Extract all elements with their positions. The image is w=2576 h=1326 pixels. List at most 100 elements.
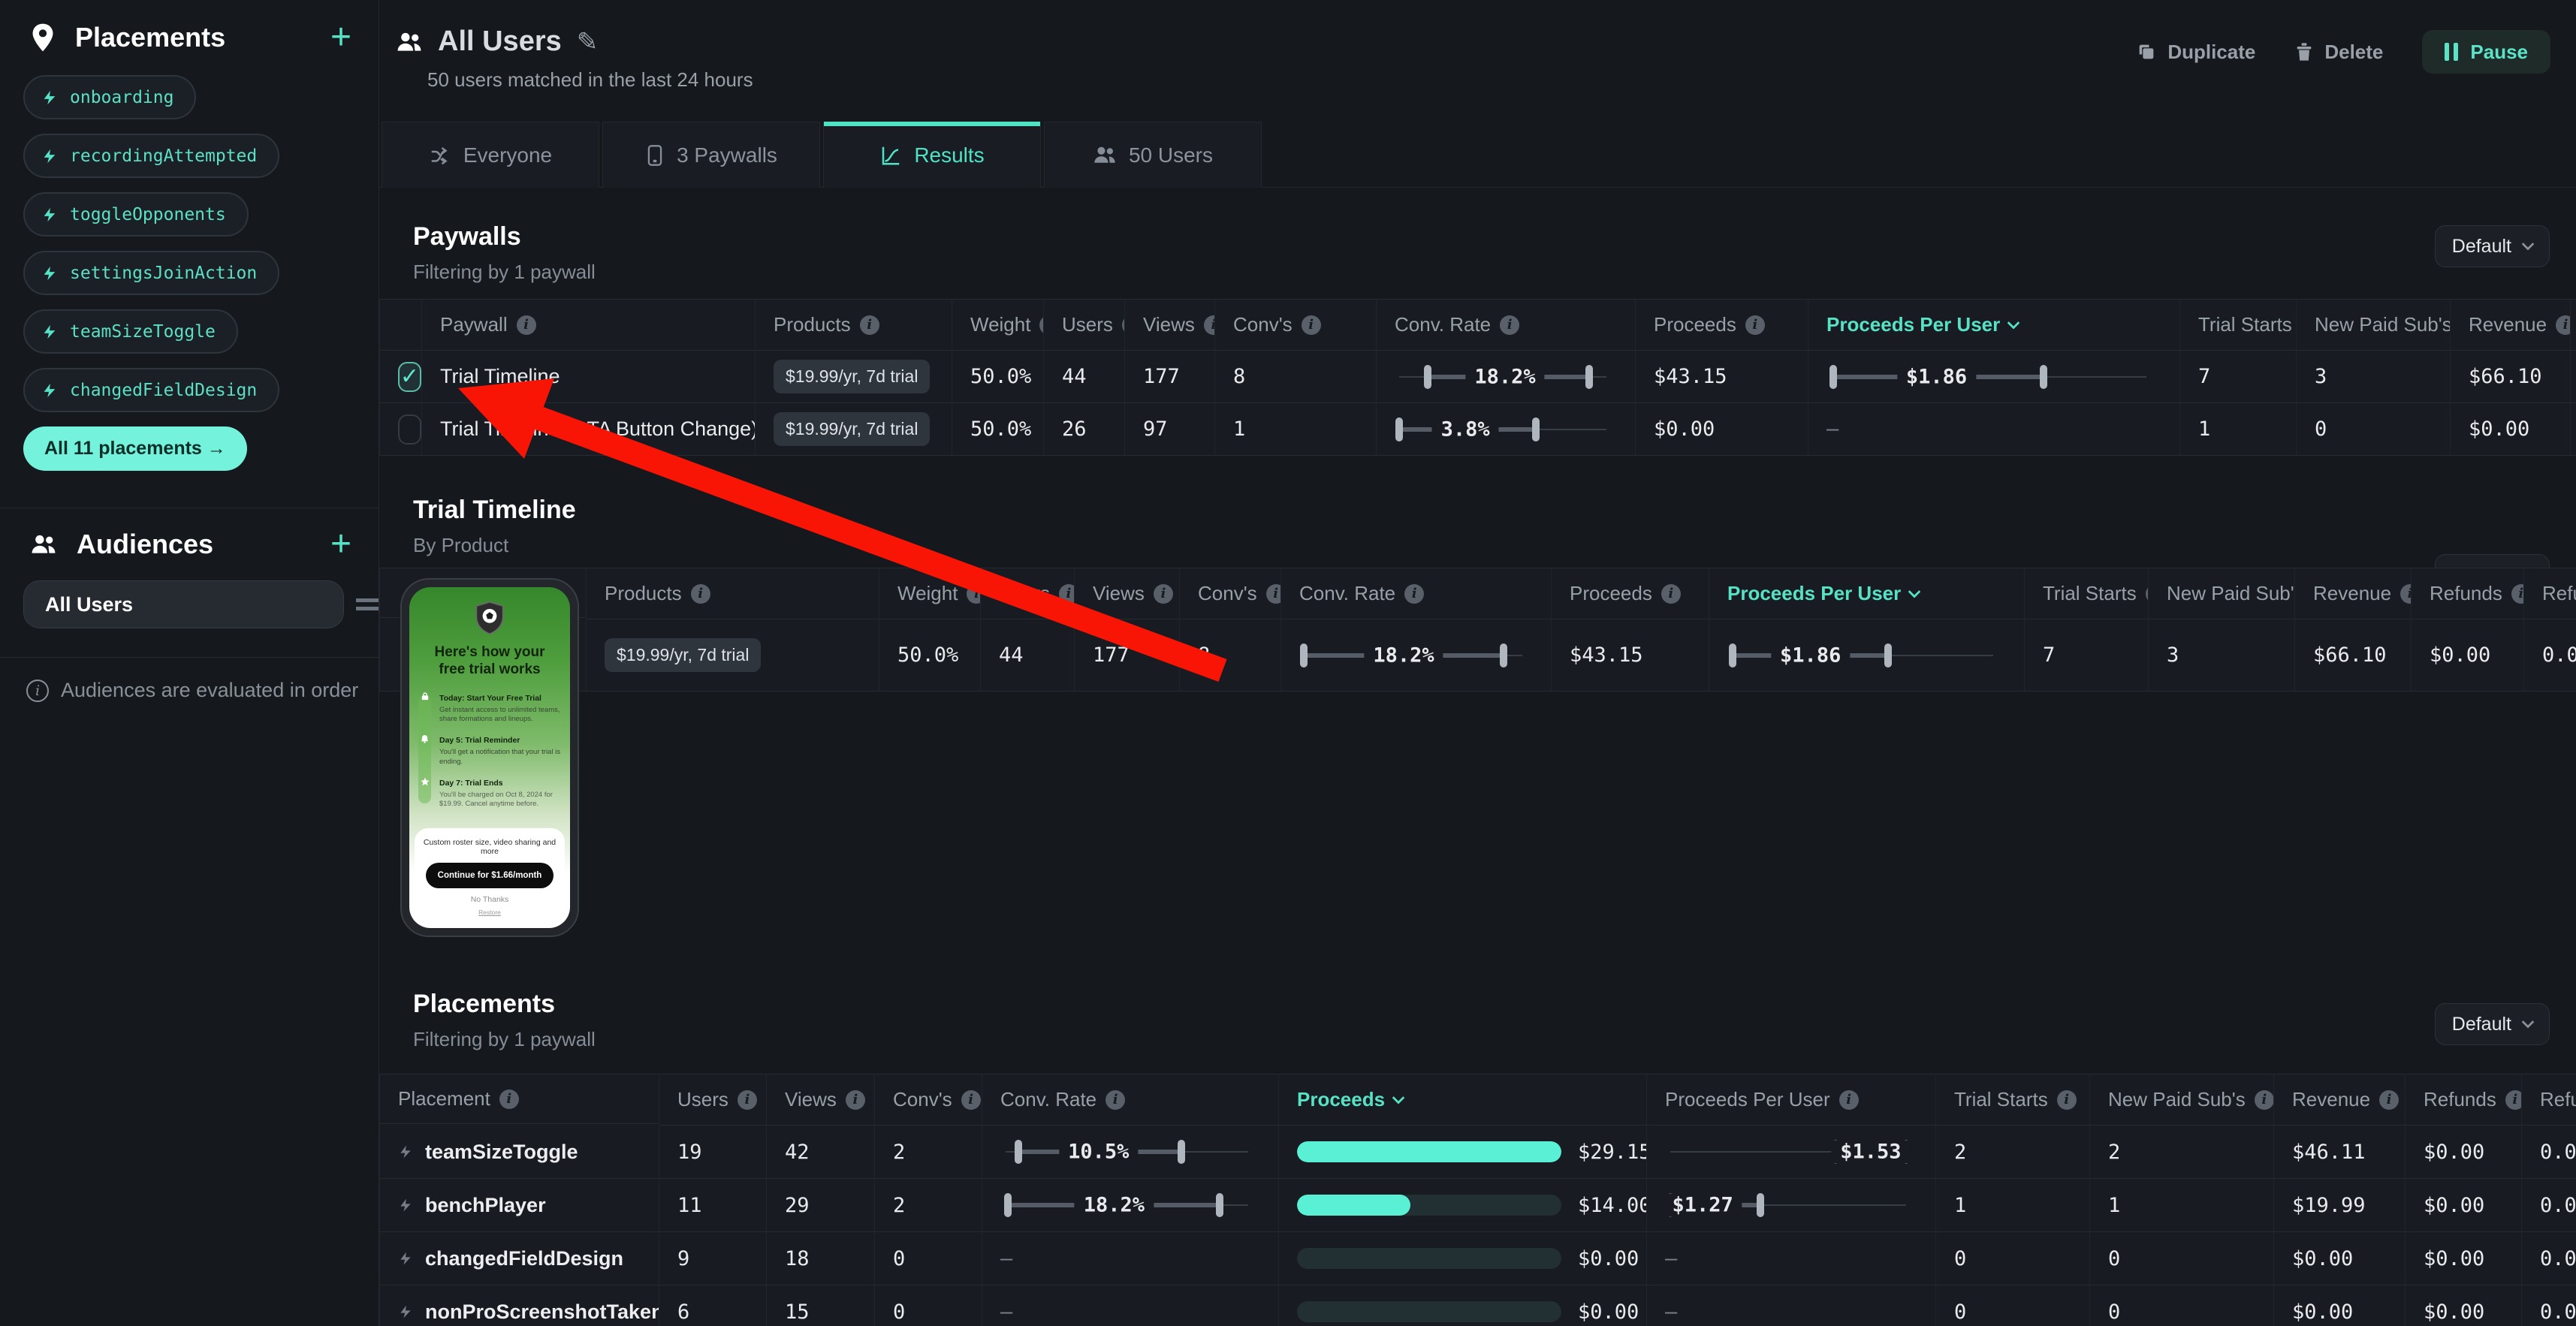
info-icon[interactable]: i — [1838, 1089, 1859, 1110]
placement-pill-recordingAttempted[interactable]: recordingAttempted — [23, 134, 280, 178]
info-icon[interactable]: i — [1058, 583, 1074, 604]
edit-icon[interactable]: ✎ — [576, 27, 599, 56]
add-audience-button[interactable]: + — [330, 524, 351, 564]
info-icon[interactable]: i — [2505, 1089, 2521, 1110]
column-header-products[interactable]: Products i — [756, 300, 952, 351]
column-header-proceeds-per-user[interactable]: Proceeds Per User — [1808, 300, 2180, 351]
column-header-proceeds[interactable]: Proceeds i — [1552, 568, 1709, 619]
info-icon[interactable]: i — [2400, 583, 2411, 604]
column-header-new-paid-subs[interactable]: New Paid Sub'si — [2297, 300, 2451, 351]
column-header-refund-rate[interactable]: Refund Rate — [2524, 568, 2576, 619]
audience-item-all-users[interactable]: All Users — [23, 580, 345, 628]
info-icon[interactable]: i — [1265, 583, 1280, 604]
info-icon[interactable]: i — [1106, 1089, 1126, 1110]
cell-paywall-name[interactable]: Trial Timeline (CTA Button Change) — [422, 403, 756, 456]
tab-paywalls[interactable]: 3 Paywalls — [602, 122, 820, 188]
info-icon[interactable]: i — [1203, 315, 1214, 335]
ppu-range[interactable]: $1.53 — [1665, 1126, 1916, 1178]
conv-rate-range[interactable]: 10.5% — [1000, 1126, 1259, 1178]
info-icon[interactable]: i — [961, 1089, 981, 1110]
delete-button[interactable]: Delete — [2294, 41, 2383, 64]
paywall-preview-thumbnail[interactable]: Here's how your free trial works Today: … — [400, 578, 579, 937]
info-icon[interactable]: i — [1301, 315, 1321, 335]
pause-button[interactable]: Pause — [2422, 30, 2550, 74]
column-header-convs[interactable]: Conv's i — [1180, 568, 1281, 619]
info-icon[interactable]: i — [1404, 583, 1425, 604]
column-header-convs[interactable]: Conv's i — [875, 1074, 982, 1126]
conv-rate-range[interactable]: 18.2% — [1299, 619, 1531, 691]
column-header-refunds[interactable]: Refunds i — [2412, 568, 2524, 619]
column-header-proceeds-per-user[interactable]: Proceeds Per User — [1709, 568, 2025, 619]
info-icon[interactable]: i — [2511, 583, 2523, 604]
column-header-conv-rate[interactable]: Conv. Rate i — [1377, 300, 1636, 351]
info-icon[interactable]: i — [499, 1089, 519, 1109]
drag-handle-icon[interactable] — [356, 598, 379, 610]
column-header-new-paid-subs[interactable]: New Paid Sub'si — [2149, 568, 2295, 619]
conv-rate-range[interactable]: 18.2% — [1395, 351, 1615, 402]
placement-pill-teamSizeToggle[interactable]: teamSizeToggle — [23, 309, 238, 354]
info-icon[interactable]: i — [1039, 315, 1043, 335]
no-thanks-button[interactable]: No Thanks — [470, 895, 509, 904]
column-header-conv-rate[interactable]: Conv. Rate i — [982, 1074, 1279, 1126]
placement-pill-changedFieldDesign[interactable]: changedFieldDesign — [23, 368, 280, 412]
info-icon[interactable]: i — [2556, 315, 2570, 335]
info-icon[interactable]: i — [859, 315, 879, 335]
info-icon[interactable]: i — [1745, 315, 1765, 335]
duplicate-button[interactable]: Duplicate — [2136, 41, 2255, 64]
cell-placement-name[interactable]: nonProScreenshotTaken — [380, 1285, 659, 1326]
continue-button[interactable]: Continue for $1.66/month — [426, 863, 554, 888]
info-icon[interactable]: i — [690, 583, 710, 604]
column-header-convs[interactable]: Conv's i — [1215, 300, 1377, 351]
placement-pill-toggleOpponents[interactable]: toggleOpponents — [23, 192, 249, 237]
column-header-proceeds-per-user[interactable]: Proceeds Per User i — [1647, 1074, 1936, 1126]
info-icon[interactable]: i — [845, 1089, 865, 1110]
placement-pill-settingsJoinAction[interactable]: settingsJoinAction — [23, 251, 280, 295]
info-icon[interactable]: i — [967, 583, 980, 604]
info-icon[interactable]: i — [516, 315, 536, 335]
info-icon[interactable]: i — [2379, 1089, 2400, 1110]
all-placements-button[interactable]: All 11 placements → — [23, 426, 247, 471]
tab-results[interactable]: Results — [823, 122, 1041, 188]
info-icon[interactable]: i — [1500, 315, 1520, 335]
conv-rate-range[interactable]: 18.2% — [1000, 1179, 1259, 1231]
tab-everyone[interactable]: Everyone — [382, 122, 599, 188]
column-header-paywall[interactable]: Paywall i — [422, 300, 756, 351]
row-checkbox[interactable] — [398, 414, 421, 445]
info-icon[interactable]: i — [1661, 583, 1681, 604]
column-header-refund-rate[interactable]: Refund Rate — [2522, 1074, 2576, 1126]
column-header-proceeds[interactable]: Proceeds — [1279, 1074, 1647, 1126]
conv-rate-range[interactable]: 3.8% — [1395, 403, 1615, 455]
column-header-products[interactable]: Products i — [587, 568, 879, 619]
info-icon[interactable]: i — [1121, 315, 1124, 335]
info-icon[interactable]: i — [2056, 1089, 2077, 1110]
tab-users[interactable]: 50 Users — [1044, 122, 1262, 188]
restore-link[interactable]: Restore — [478, 909, 501, 916]
cell-placement-name[interactable]: teamSizeToggle — [380, 1126, 659, 1179]
column-header-conv-rate[interactable]: Conv. Rate i — [1281, 568, 1552, 619]
column-header-proceeds[interactable]: Proceeds i — [1636, 300, 1808, 351]
placements-view-dropdown[interactable]: Default — [2434, 1003, 2550, 1045]
row-checkbox-checked[interactable]: ✓ — [398, 361, 421, 392]
add-placement-button[interactable]: + — [330, 17, 351, 57]
cell-placement-name[interactable]: changedFieldDesign — [380, 1232, 659, 1285]
info-icon[interactable]: i — [737, 1089, 757, 1110]
info-icon[interactable]: i — [1153, 583, 1173, 604]
column-header-placement[interactable]: Placement i — [380, 1074, 659, 1124]
ppu-range[interactable]: $1.27 — [1663, 1179, 1916, 1231]
ppu-range[interactable]: $1.86 — [1826, 351, 2160, 402]
info-icon[interactable]: i — [2254, 1089, 2273, 1110]
column-header-refunds[interactable]: Refunds i — [2406, 1074, 2522, 1126]
